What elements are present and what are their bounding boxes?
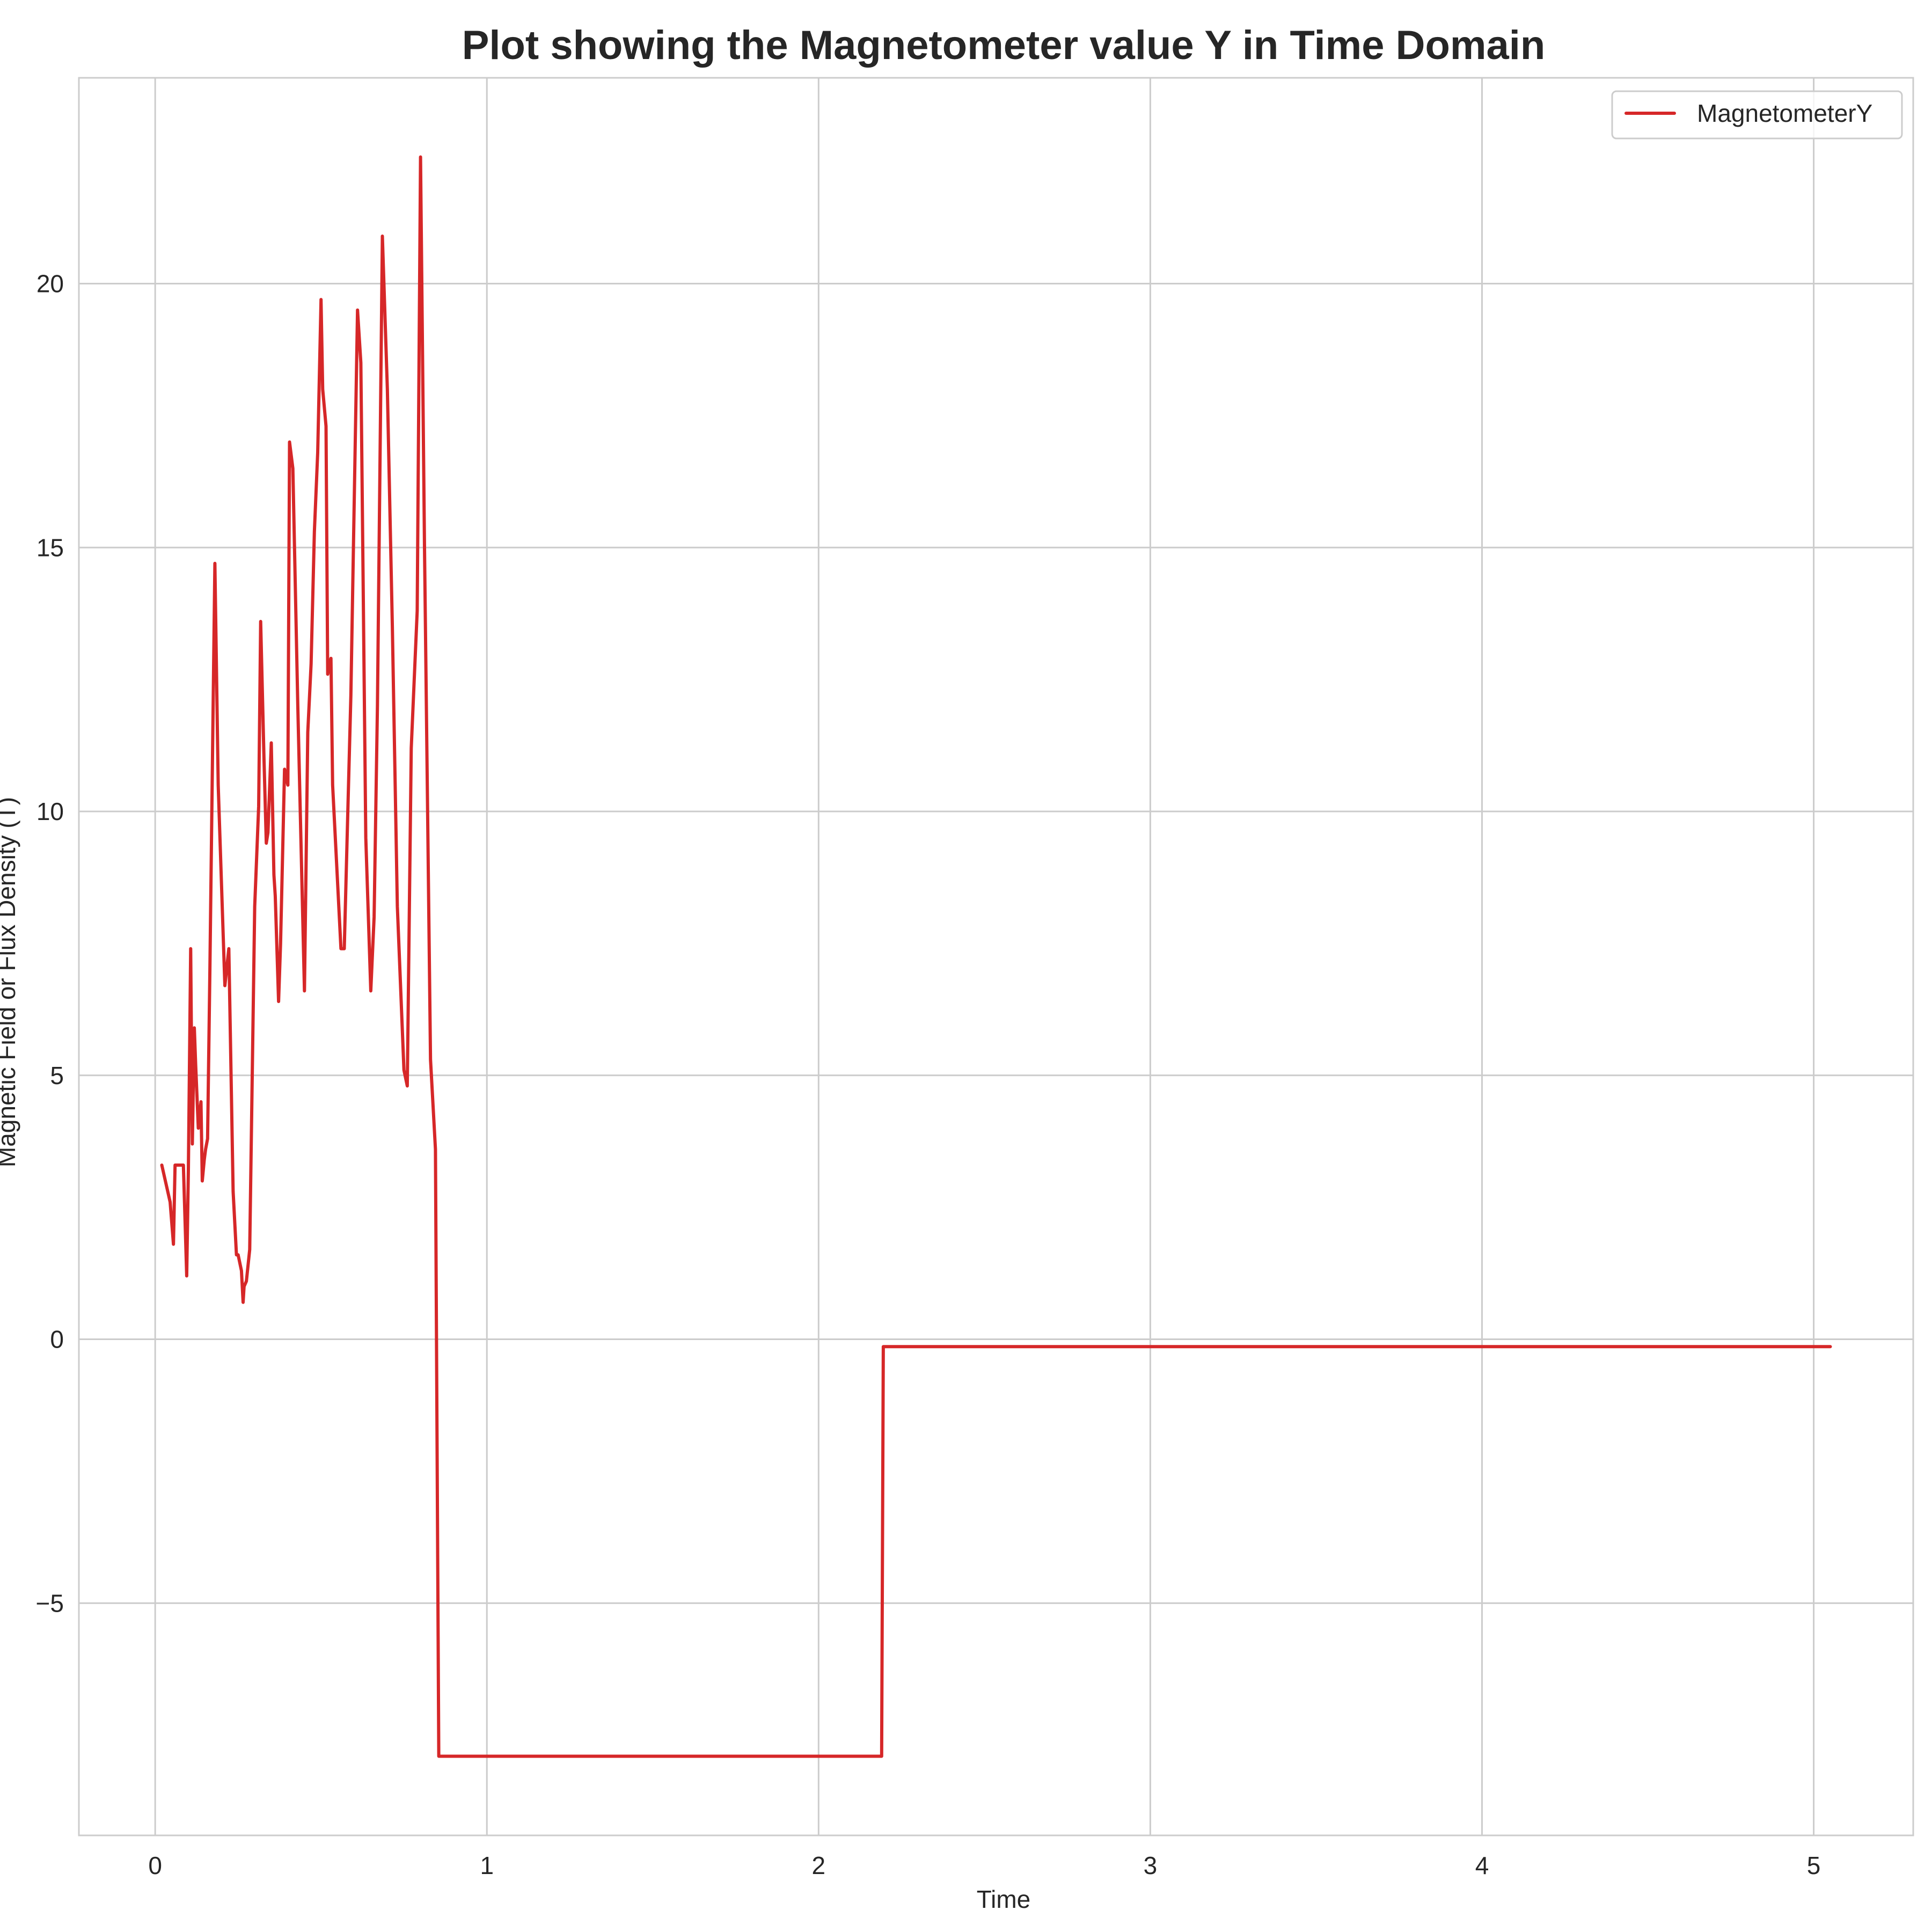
x-tick-label: 5 xyxy=(1807,1851,1821,1879)
plot-frame xyxy=(78,77,1914,1836)
y-tick-label: 15 xyxy=(36,533,64,561)
legend-box xyxy=(1611,90,1903,140)
chart-title: Plot showing the Magnetometer value Y in… xyxy=(462,23,1546,68)
y-tick-label: 0 xyxy=(50,1326,64,1353)
plot-frame-layer xyxy=(78,77,1914,1836)
x-tick-label: 2 xyxy=(812,1851,826,1879)
y-tick-label: 10 xyxy=(36,797,64,825)
y-tick-label: 20 xyxy=(36,270,64,298)
x-tick-label: 0 xyxy=(148,1851,162,1879)
y-axis-label: Magnetic Field or Flux Density (T) xyxy=(0,797,20,1167)
x-axis-label: Time xyxy=(977,1885,1031,1913)
x-tick-label: 3 xyxy=(1144,1851,1158,1879)
y-tick-label: 5 xyxy=(50,1062,64,1089)
x-tick-label: 4 xyxy=(1475,1851,1489,1879)
series-line-magnetometer-y xyxy=(160,155,1832,1758)
tick-label-layer: 0 1 2 3 4 5 −5 0 5 10 15 20 xyxy=(36,270,1821,1879)
x-tick-label: 1 xyxy=(480,1851,494,1879)
legend: MagnetometerY xyxy=(1611,90,1903,140)
series-layer xyxy=(160,155,1832,1758)
legend-label-magnetometer-y: MagnetometerY xyxy=(1697,99,1872,127)
y-tick-label: −5 xyxy=(36,1589,64,1617)
